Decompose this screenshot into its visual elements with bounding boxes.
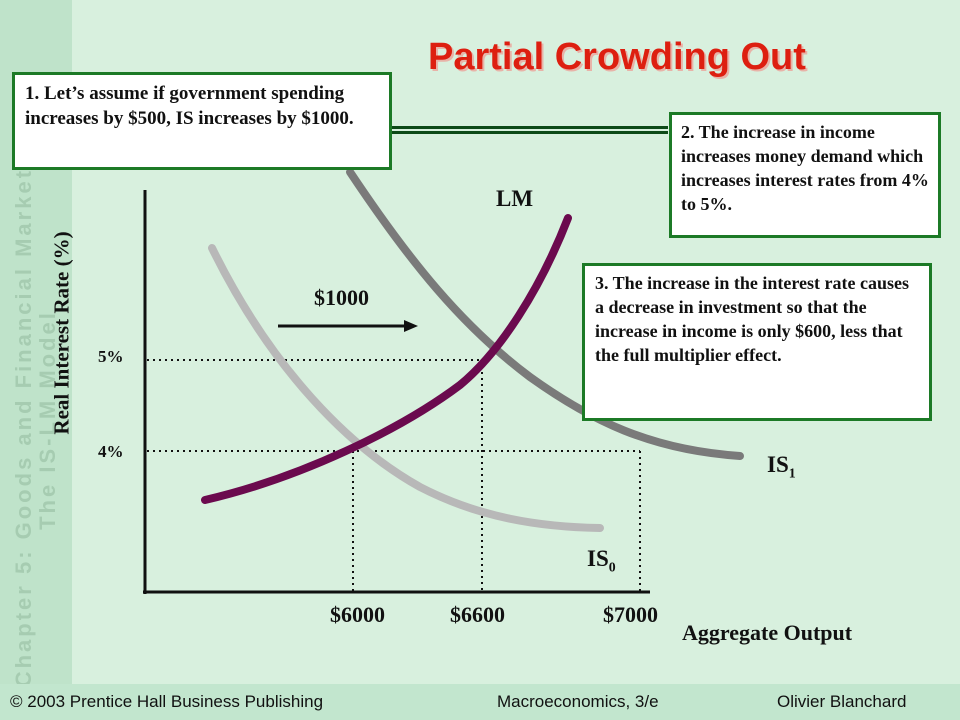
is1-label-text: IS <box>767 452 789 477</box>
y-axis-label: Real Interest Rate (%) <box>49 231 74 435</box>
page-title: Partial Crowding Out <box>428 36 806 78</box>
is1-curve <box>346 168 744 460</box>
footer-copyright: © 2003 Prentice Hall Business Publishing <box>10 692 324 711</box>
callout-2: 2. The increase in income increases mone… <box>669 112 941 238</box>
callout-1: 1. Let’s assume if government spending i… <box>12 72 392 170</box>
callout-2-text: 2. The increase in income increases mone… <box>681 122 929 214</box>
y-tick-4: 4% <box>98 442 124 461</box>
callout-3: 3. The increase in the interest rate cau… <box>582 263 932 421</box>
x-tick-7000: $7000 <box>603 602 658 627</box>
lm-curve <box>201 214 572 504</box>
is0-curve <box>208 244 604 532</box>
is1-label: IS1 <box>767 452 796 482</box>
footer: © 2003 Prentice Hall Business Publishing… <box>0 684 960 720</box>
shift-amount-label: $1000 <box>314 285 369 310</box>
x-tick-6600: $6600 <box>450 602 505 627</box>
callout-1-text: 1. Let’s assume if government spending i… <box>25 83 354 130</box>
is0-label-text: IS <box>587 546 609 571</box>
callout-3-text: 3. The increase in the interest rate cau… <box>595 273 909 365</box>
is0-label: IS0 <box>587 546 616 576</box>
footer-book: Macroeconomics, 3/e <box>497 692 659 711</box>
footer-author: Olivier Blanchard <box>777 692 907 711</box>
title-rule-bottom <box>390 131 668 134</box>
is1-label-sub: 1 <box>788 465 796 481</box>
lm-label: LM <box>496 186 534 211</box>
x-tick-6000: $6000 <box>330 602 385 627</box>
y-tick-5: 5% <box>98 347 124 366</box>
is0-label-sub: 0 <box>608 559 616 575</box>
shift-arrow-head <box>404 320 418 332</box>
x-axis-label: Aggregate Output <box>682 620 853 645</box>
title-rule-top <box>390 126 668 129</box>
